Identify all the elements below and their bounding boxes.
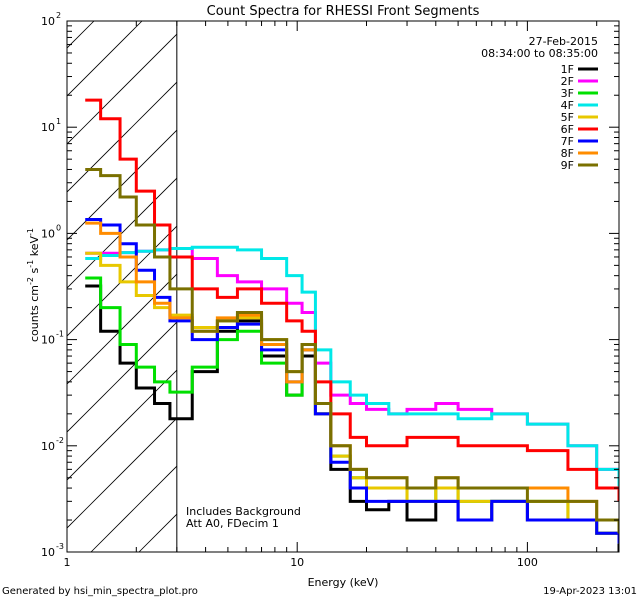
hatch-line xyxy=(67,273,177,385)
x-tick-label: 100 xyxy=(517,556,538,569)
hatch-line xyxy=(427,21,640,552)
y-tick-label: 10 xyxy=(41,334,55,347)
hatch-line xyxy=(67,321,177,433)
series-9F-line xyxy=(85,167,619,534)
hatch-line xyxy=(571,21,640,552)
y-tick-exponent: -1 xyxy=(56,330,64,339)
date-label: 27-Feb-2015 xyxy=(529,35,598,48)
legend-label: 6F xyxy=(561,123,574,136)
hatch-line xyxy=(67,81,177,193)
y-tick-exponent: -3 xyxy=(56,542,64,551)
hatch-line xyxy=(67,225,177,337)
generated-by: Generated by hsi_min_spectra_plot.pro xyxy=(2,586,198,597)
x-tick-label: 10 xyxy=(290,556,304,569)
y-tick-exponent: 1 xyxy=(56,117,61,126)
y-tick-label: 10 xyxy=(41,227,55,240)
hatch-line xyxy=(67,129,177,241)
y-tick-exponent: 0 xyxy=(56,223,61,232)
hatch-line xyxy=(475,21,640,552)
legend-label: 7F xyxy=(561,135,574,148)
annotation-background: Includes Background xyxy=(186,505,301,518)
y-tick-label: 10 xyxy=(41,546,55,559)
x-axis-label: Energy (keV) xyxy=(308,576,379,589)
legend-label: 9F xyxy=(561,159,574,172)
hatch-line xyxy=(67,417,177,529)
y-tick-label: 10 xyxy=(41,121,55,134)
series-6F-line xyxy=(85,98,619,502)
plot-frame xyxy=(66,20,620,553)
hatch-line xyxy=(235,21,640,552)
y-axis-label: counts cm-2 s-1 keV-1 xyxy=(26,228,41,342)
y-tick-label: 10 xyxy=(41,15,55,28)
y-tick-exponent: 2 xyxy=(56,11,61,20)
annotation-attenuator: Att A0, FDecim 1 xyxy=(186,517,279,530)
legend-label: 2F xyxy=(561,75,574,88)
hatch-line xyxy=(283,21,640,552)
legend-label: 5F xyxy=(561,111,574,124)
hatch-line xyxy=(67,177,177,289)
hatch-line xyxy=(67,21,95,49)
x-tick-label: 1 xyxy=(64,556,71,569)
legend-label: 3F xyxy=(561,87,574,100)
hatch-line xyxy=(619,21,640,552)
series-1F-line xyxy=(85,284,619,552)
hatch-line xyxy=(523,21,640,552)
y-tick-label: 10 xyxy=(41,440,55,453)
hatch-line xyxy=(331,21,640,552)
legend-label: 1F xyxy=(561,63,574,76)
hatch-line xyxy=(67,369,177,481)
y-tick-exponent: -2 xyxy=(56,436,64,445)
series-3F-line xyxy=(85,276,619,544)
hatch-line xyxy=(67,21,143,97)
chart-title: Count Spectra for RHESSI Front Segments xyxy=(207,4,480,19)
time-range-label: 08:34:00 to 08:35:00 xyxy=(481,47,598,60)
hatch-line xyxy=(379,21,640,552)
legend-label: 4F xyxy=(561,99,574,112)
timestamp: 19-Apr-2023 13:01 xyxy=(543,586,637,597)
legend-label: 8F xyxy=(561,147,574,160)
